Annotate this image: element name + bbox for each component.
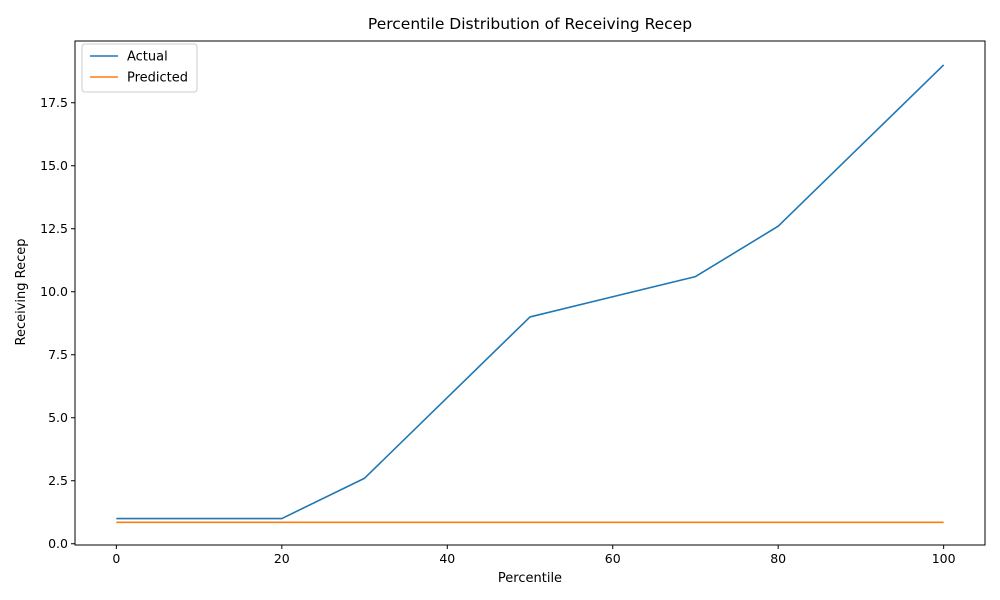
y-axis-label: Receiving Recep <box>14 239 29 346</box>
x-tick-label: 60 <box>605 551 621 566</box>
y-tick-label: 5.0 <box>48 410 68 425</box>
y-tick-label: 2.5 <box>48 473 68 488</box>
y-axis-ticks: 0.0 2.5 5.0 7.5 10.0 12.5 15.0 17.5 <box>40 95 75 551</box>
x-axis-ticks: 0 20 40 60 80 100 <box>112 545 956 566</box>
x-tick-label: 100 <box>932 551 956 566</box>
y-tick-label: 10.0 <box>40 284 68 299</box>
x-tick-label: 20 <box>274 551 290 566</box>
plot-frame <box>74 40 986 546</box>
x-tick-label: 40 <box>439 551 455 566</box>
chart-title: Percentile Distribution of Receiving Rec… <box>368 15 692 33</box>
x-tick-label: 0 <box>112 551 120 566</box>
series-line-actual <box>116 64 945 520</box>
y-tick-label: 7.5 <box>48 347 68 362</box>
x-tick-label: 80 <box>770 551 786 566</box>
legend-label-predicted: Predicted <box>127 71 188 86</box>
legend: Actual Predicted <box>81 43 198 93</box>
legend-label-actual: Actual <box>127 50 168 65</box>
y-tick-label: 0.0 <box>48 536 68 551</box>
plot-lines <box>116 64 945 524</box>
x-axis-label: Percentile <box>498 571 562 586</box>
y-tick-label: 12.5 <box>40 221 68 236</box>
y-tick-label: 15.0 <box>40 158 68 173</box>
y-tick-label: 17.5 <box>40 95 68 110</box>
